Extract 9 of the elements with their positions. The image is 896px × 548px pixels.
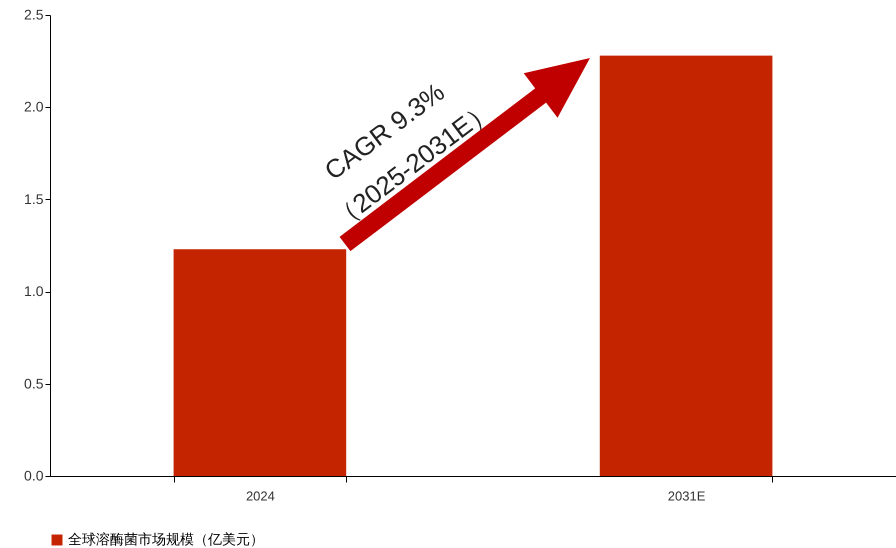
- x-tick-label: 2024: [246, 488, 275, 504]
- y-tick-label: 2.5: [24, 6, 44, 22]
- y-tick-label: 2.0: [24, 98, 44, 115]
- x-tick-label: 2031E: [668, 488, 706, 504]
- y-tick-label: 0.0: [24, 468, 44, 484]
- legend-label: 全球溶酶菌市场规模（亿美元）: [68, 531, 264, 547]
- y-tick-label: 1.0: [24, 283, 44, 300]
- y-tick-label: 1.5: [24, 190, 44, 207]
- y-tick-label: 0.5: [24, 375, 44, 392]
